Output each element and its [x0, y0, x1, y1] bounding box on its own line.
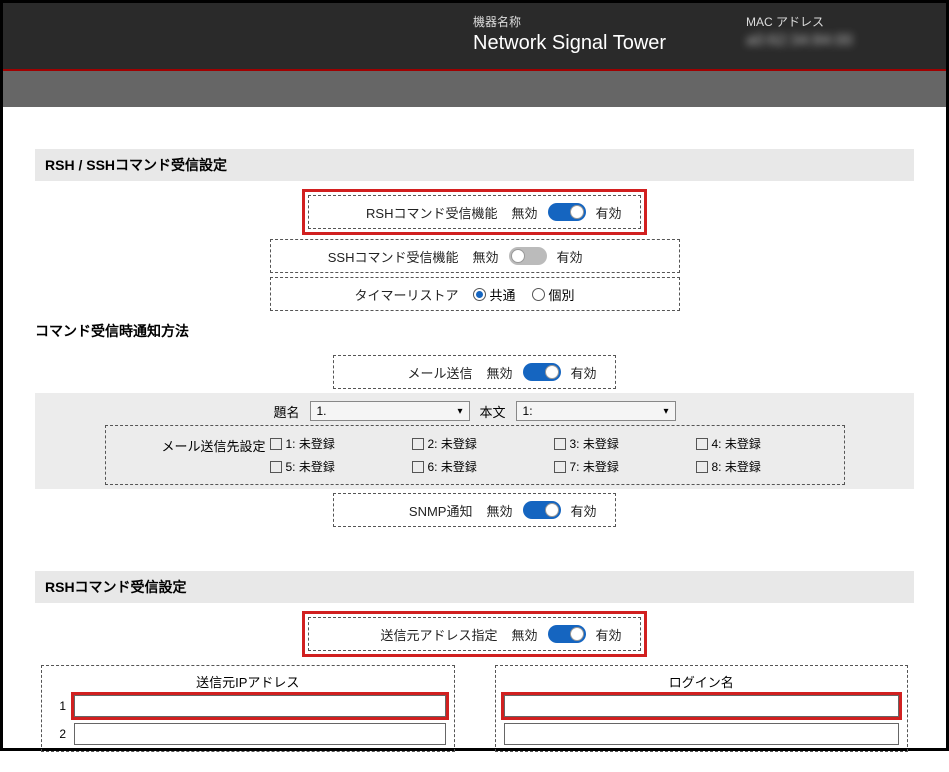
highlight-rsh: RSHコマンド受信機能 無効 有効 [302, 189, 646, 235]
ssh-toggle[interactable] [509, 247, 547, 265]
section-title-notify: コマンド受信時通知方法 [35, 315, 914, 347]
body-label: 本文 [480, 402, 506, 421]
radio-individual-label: 個別 [549, 285, 575, 304]
dest-text-2: 2: 未登録 [428, 435, 477, 452]
mac-label: MAC アドレス [746, 13, 926, 30]
mail-dest-box: メール送信先設定 1: 未登録 2: 未登録 3: 未登録 4: 未登録 5: … [105, 425, 845, 485]
ssh-disabled-text: 無効 [473, 247, 499, 266]
chevron-down-icon: ▾ [457, 406, 462, 417]
dest-text-6: 6: 未登録 [428, 458, 477, 475]
rsh-label: RSHコマンド受信機能 [327, 203, 497, 222]
subject-select[interactable]: 1. ▾ [310, 401, 470, 421]
gray-band: 題名 1. ▾ 本文 1: ▾ メール送信先設定 1: 未登録 2: 未登録 3… [35, 393, 914, 489]
radio-common[interactable] [473, 288, 486, 301]
ip-column: 送信元IPアドレス 1 2 [41, 665, 455, 752]
dest-text-7: 7: 未登録 [570, 458, 619, 475]
dest-checkbox-8[interactable] [696, 461, 708, 473]
highlight-src-addr: 送信元アドレス指定 無効 有効 [302, 611, 646, 657]
row-ssh: SSHコマンド受信機能 無効 有効 [270, 239, 680, 273]
mail-dest-label: メール送信先設定 [116, 432, 266, 478]
subject-label: 題名 [273, 402, 299, 421]
snmp-label: SNMP通知 [352, 501, 472, 520]
dest-checkbox-5[interactable] [270, 461, 282, 473]
rsh-enabled-text: 有効 [596, 203, 622, 222]
ip-login-columns: 送信元IPアドレス 1 2 ログイン名 [35, 665, 914, 752]
login-input-1[interactable] [504, 695, 900, 717]
row-mail-send: メール送信 無効 有効 [333, 355, 615, 389]
row-timer: タイマーリストア 共通 個別 [270, 277, 680, 311]
header-mac: MAC アドレス a0:62:34:84:00 [746, 13, 926, 55]
body-selected: 1: [523, 404, 533, 418]
row-rsh: RSHコマンド受信機能 無効 有効 [308, 195, 640, 229]
subject-selected: 1. [317, 404, 327, 418]
dest-checkbox-1[interactable] [270, 438, 282, 450]
src-enabled-text: 有効 [596, 625, 622, 644]
section-title-rsh-recv: RSHコマンド受信設定 [35, 571, 914, 603]
header-secondary [3, 71, 946, 107]
mail-toggle[interactable] [523, 363, 561, 381]
dest-checkbox-2[interactable] [412, 438, 424, 450]
src-addr-label: 送信元アドレス指定 [327, 625, 497, 644]
src-toggle[interactable] [548, 625, 586, 643]
ip-input-1[interactable] [74, 695, 446, 717]
ssh-label: SSHコマンド受信機能 [289, 247, 459, 266]
header-device: 機器名称 Network Signal Tower [473, 13, 746, 55]
snmp-disabled-text: 無効 [486, 501, 512, 520]
ip-row-num-2: 2 [50, 727, 66, 741]
src-disabled-text: 無効 [511, 625, 537, 644]
dest-checkbox-3[interactable] [554, 438, 566, 450]
section-title-rsh-ssh: RSH / SSHコマンド受信設定 [35, 149, 914, 181]
ssh-enabled-text: 有効 [557, 247, 583, 266]
mail-disabled-text: 無効 [486, 363, 512, 382]
dest-checkbox-7[interactable] [554, 461, 566, 473]
mail-send-label: メール送信 [352, 363, 472, 382]
login-col-header: ログイン名 [504, 672, 900, 695]
chevron-down-icon: ▾ [663, 406, 668, 417]
snmp-toggle[interactable] [523, 501, 561, 519]
dest-text-5: 5: 未登録 [286, 458, 335, 475]
login-input-2[interactable] [504, 723, 900, 745]
row-src-addr: 送信元アドレス指定 無効 有効 [308, 617, 640, 651]
mail-dest-items: 1: 未登録 2: 未登録 3: 未登録 4: 未登録 5: 未登録 6: 未登… [266, 432, 834, 478]
content-area: RSH / SSHコマンド受信設定 RSHコマンド受信機能 無効 有効 SSHコ… [3, 107, 946, 772]
dest-text-8: 8: 未登録 [712, 458, 761, 475]
row-snmp: SNMP通知 無効 有効 [333, 493, 615, 527]
login-column: ログイン名 [495, 665, 909, 752]
rsh-toggle[interactable] [548, 203, 586, 221]
radio-individual[interactable] [532, 288, 545, 301]
mac-value: a0:62:34:84:00 [746, 32, 926, 50]
dest-text-3: 3: 未登録 [570, 435, 619, 452]
rsh-disabled-text: 無効 [511, 203, 537, 222]
device-name-value: Network Signal Tower [473, 32, 746, 55]
ip-row-num-1: 1 [50, 699, 66, 713]
ip-col-header: 送信元IPアドレス [50, 672, 446, 695]
dest-text-4: 4: 未登録 [712, 435, 761, 452]
body-select[interactable]: 1: ▾ [516, 401, 676, 421]
dest-checkbox-4[interactable] [696, 438, 708, 450]
ip-input-2[interactable] [74, 723, 446, 745]
mail-enabled-text: 有効 [571, 363, 597, 382]
header-bar: 機器名称 Network Signal Tower MAC アドレス a0:62… [3, 3, 946, 71]
dest-checkbox-6[interactable] [412, 461, 424, 473]
subject-body-row: 題名 1. ▾ 本文 1: ▾ [35, 397, 914, 425]
dest-text-1: 1: 未登録 [286, 435, 335, 452]
device-name-label: 機器名称 [473, 13, 746, 30]
header-spacer [23, 13, 473, 55]
timer-label: タイマーリストア [289, 285, 459, 304]
snmp-enabled-text: 有効 [571, 501, 597, 520]
radio-common-label: 共通 [490, 285, 516, 304]
